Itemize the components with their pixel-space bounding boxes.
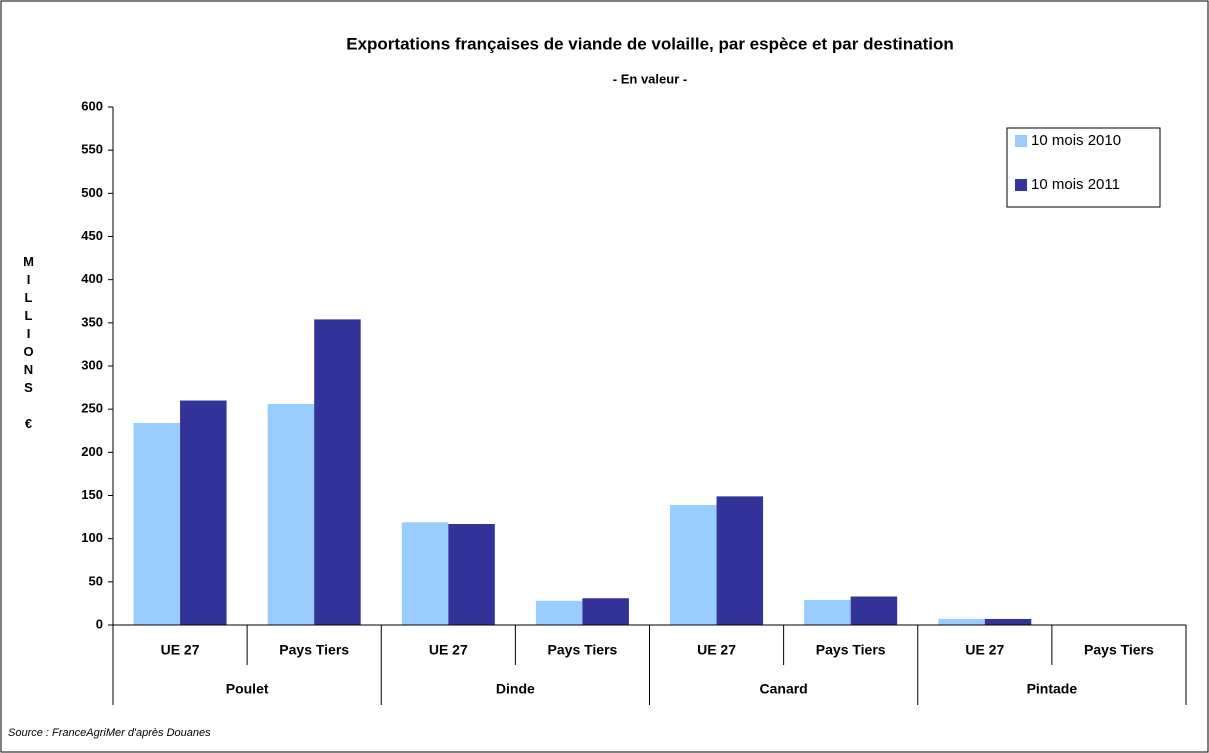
group-label: Canard bbox=[760, 681, 808, 697]
group-label: Pintade bbox=[1027, 681, 1078, 697]
legend-swatch bbox=[1015, 135, 1027, 147]
bar bbox=[535, 600, 583, 625]
y-tick-label: 50 bbox=[89, 573, 103, 588]
y-axis-label: MILLIONS € bbox=[21, 254, 36, 434]
bar bbox=[850, 596, 898, 625]
legend-swatch bbox=[1015, 179, 1027, 191]
chart-title: Exportations françaises de viande de vol… bbox=[346, 34, 954, 53]
y-tick-label: 450 bbox=[81, 228, 103, 243]
bar bbox=[716, 496, 764, 625]
bar bbox=[984, 618, 1032, 625]
y-tick-label: 400 bbox=[81, 271, 103, 286]
x-tick-label: UE 27 bbox=[697, 642, 736, 658]
x-tick-label: Pays Tiers bbox=[816, 642, 886, 658]
legend-box bbox=[1006, 127, 1161, 208]
group-label: Dinde bbox=[496, 681, 535, 697]
bar bbox=[448, 523, 495, 625]
x-tick-label: UE 27 bbox=[965, 642, 1004, 658]
bar bbox=[938, 618, 985, 625]
legend-label: 10 mois 2011 bbox=[1031, 176, 1120, 193]
chart-subtitle: - En valeur - bbox=[613, 71, 687, 86]
y-tick-label: 500 bbox=[81, 185, 103, 200]
y-tick-label: 0 bbox=[96, 616, 103, 631]
bar bbox=[314, 319, 361, 625]
x-tick-label: Pays Tiers bbox=[548, 642, 618, 658]
bar bbox=[804, 599, 851, 625]
y-tick-label: 250 bbox=[81, 401, 103, 416]
y-tick-label: 100 bbox=[81, 530, 103, 545]
y-tick-label: 200 bbox=[81, 444, 103, 459]
x-tick-label: UE 27 bbox=[429, 642, 468, 658]
y-tick-label: 550 bbox=[81, 142, 103, 157]
group-label: Poulet bbox=[226, 681, 269, 697]
bar bbox=[267, 403, 315, 625]
bar bbox=[670, 504, 717, 625]
bar bbox=[582, 598, 629, 625]
x-tick-label: UE 27 bbox=[161, 642, 200, 658]
y-tick-label: 300 bbox=[81, 357, 103, 372]
legend-label: 10 mois 2010 bbox=[1031, 132, 1121, 149]
source: Source : FranceAgriMer d'après Douanes bbox=[8, 727, 211, 739]
x-tick-label: Pays Tiers bbox=[279, 642, 349, 658]
bar bbox=[180, 400, 227, 625]
bar bbox=[133, 422, 181, 625]
x-tick-label: Pays Tiers bbox=[1084, 642, 1154, 658]
bar bbox=[401, 522, 449, 625]
y-tick-label: 150 bbox=[81, 487, 103, 502]
y-tick-label: 600 bbox=[81, 98, 103, 113]
y-tick-label: 350 bbox=[81, 314, 103, 329]
